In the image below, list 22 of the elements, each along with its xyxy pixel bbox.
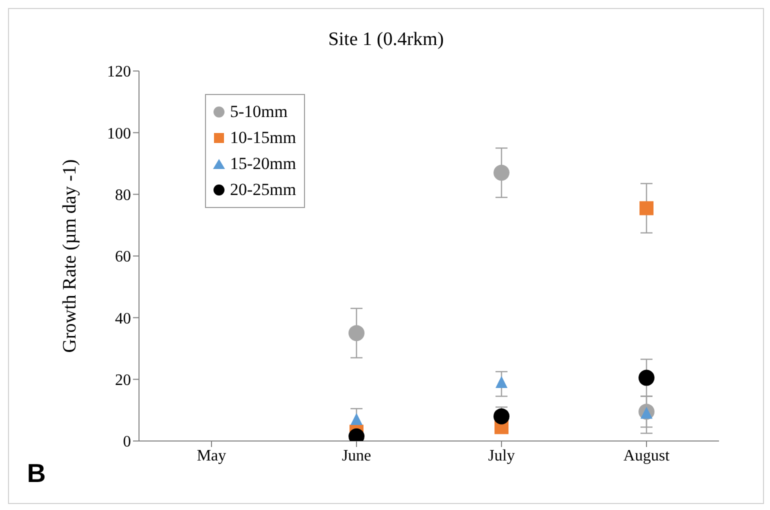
text: B — [27, 458, 46, 489]
legend-label: 15-20mm — [230, 153, 296, 175]
legend-label: 20-25mm — [230, 179, 296, 201]
x-tick-label: July — [488, 447, 515, 464]
y-tick-label: 100 — [107, 125, 131, 142]
chart-title: Site 1 (0.4rkm) — [327, 29, 445, 51]
y-tick-label: 0 — [123, 434, 131, 451]
y-axis-title: Growth Rate (µm day -1) — [60, 159, 81, 353]
y-tick-label: 40 — [115, 310, 131, 328]
legend-label: 10-15mm — [230, 127, 296, 149]
x-tick-label: June — [342, 447, 372, 464]
point — [640, 201, 654, 216]
point — [494, 164, 510, 181]
y-tick-label: 120 — [107, 64, 131, 81]
legend-label: 5-10mm — [230, 101, 288, 123]
y-tick-label: 80 — [115, 187, 131, 204]
y-tick-label: 20 — [115, 372, 131, 390]
x-tick-label: August — [623, 447, 670, 464]
point — [638, 370, 654, 386]
y-tick-label: 60 — [115, 248, 131, 266]
point — [348, 325, 364, 342]
x-tick-label: May — [196, 447, 226, 464]
